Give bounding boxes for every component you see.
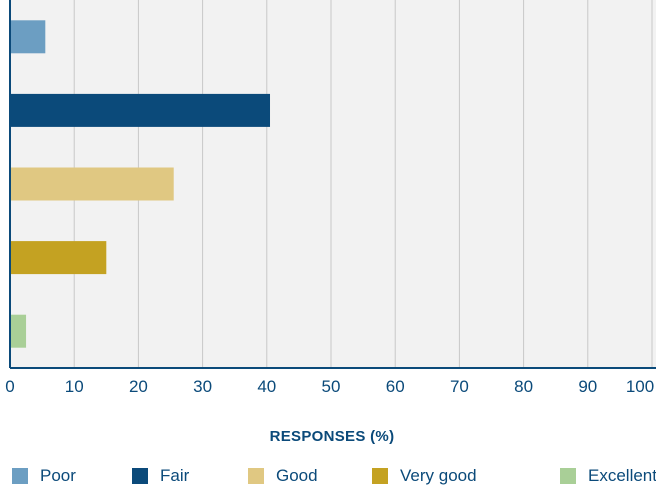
x-tick-label: 50 [322,377,341,396]
legend-item: Very good [372,466,477,486]
bar-poor [11,20,46,54]
legend-swatch [372,468,388,484]
x-tick-label: 10 [65,377,84,396]
bar-excellent [11,314,27,348]
legend-swatch [560,468,576,484]
x-tick-label: 70 [450,377,469,396]
x-tick-label: 80 [514,377,533,396]
legend-item: Good [248,466,318,486]
bar-good [11,167,174,201]
legend-swatch [248,468,264,484]
legend-label: Excellent [588,466,656,485]
legend-item: Excellent [560,466,656,486]
bar-fair [11,93,271,127]
plot-area: 0 10 20 30 40 50 60 70 80 90 100 [5,0,656,396]
legend: Poor Fair Good Very good Excellent [12,466,656,492]
legend-label: Very good [400,466,477,485]
legend-swatch [132,468,148,484]
legend-item: Poor [12,466,76,486]
x-tick-label: 20 [129,377,148,396]
x-tick-label: 30 [193,377,212,396]
legend-item: Fair [132,466,189,486]
legend-swatch [12,468,28,484]
x-tick-label: 90 [578,377,597,396]
x-tick-label: 100 [626,377,654,396]
legend-label: Good [276,466,318,485]
bar-very-good [11,241,107,275]
x-tick-label: 40 [257,377,276,396]
x-tick-label: 60 [386,377,405,396]
x-tick-labels: 0 10 20 30 40 50 60 70 80 90 100 [5,377,654,396]
legend-label: Poor [40,466,76,485]
legend-label: Fair [160,466,190,485]
bars [11,20,271,348]
x-tick-label: 0 [5,377,14,396]
x-axis-title: RESPONSES (%) [269,428,395,445]
